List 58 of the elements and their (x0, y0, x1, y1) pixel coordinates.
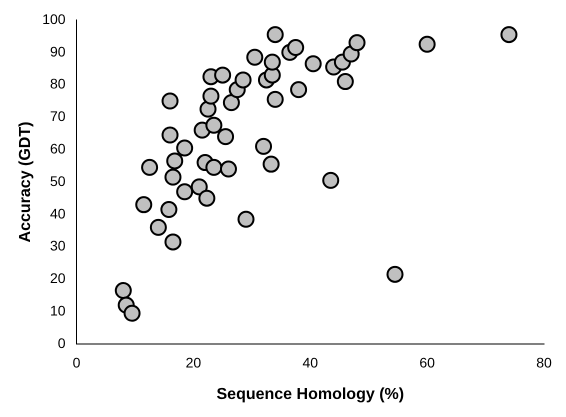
point (246, 48, 264, 66)
point (200, 100, 217, 118)
x-tick-label: 60 (419, 354, 436, 370)
y-tick-label: 60 (50, 140, 66, 156)
point (418, 36, 436, 53)
point (266, 90, 284, 108)
point (164, 168, 182, 186)
point (198, 190, 216, 207)
x-axis-title: Sequence Homology (%) (216, 386, 404, 403)
y-axis-title: Accuracy (GDT) (17, 122, 34, 242)
point (304, 55, 322, 72)
point (220, 160, 237, 178)
y-tick-label: 50 (50, 172, 66, 189)
y-tick-label: 80 (50, 76, 66, 92)
point (287, 39, 304, 56)
y-tick-label: 0 (58, 334, 66, 351)
y-tick-label: 20 (50, 270, 66, 286)
point (205, 116, 222, 134)
point (160, 201, 178, 218)
point (264, 54, 281, 71)
point (176, 183, 194, 200)
point (202, 88, 220, 105)
point (114, 282, 132, 300)
point (222, 94, 240, 112)
point (214, 66, 232, 84)
point (266, 26, 284, 44)
point (141, 158, 158, 176)
point (238, 210, 255, 228)
point (135, 196, 152, 214)
point (290, 81, 308, 98)
y-tick-label: 100 (42, 10, 66, 27)
point (205, 158, 222, 176)
x-tick-label: 40 (302, 354, 318, 370)
point (336, 73, 354, 90)
y-tick-label: 90 (50, 43, 66, 60)
x-tick-label: 80 (536, 354, 552, 370)
y-tick-label: 40 (50, 205, 66, 222)
point (386, 266, 404, 283)
y-tick-label: 30 (50, 238, 66, 254)
point (190, 178, 208, 196)
point (166, 152, 184, 170)
point (150, 218, 167, 236)
y-tick-label: 70 (50, 108, 66, 124)
point (124, 304, 141, 322)
y-tick-label: 10 (50, 302, 66, 318)
point (262, 156, 280, 173)
point (234, 71, 252, 88)
point (164, 233, 182, 250)
point (217, 128, 234, 146)
point (322, 172, 340, 189)
point (162, 126, 179, 144)
x-tick-label: 0 (72, 354, 81, 370)
point (348, 34, 366, 52)
point (162, 92, 179, 110)
x-tick-label: 20 (186, 354, 202, 370)
point (500, 26, 518, 44)
point (176, 139, 194, 156)
point (255, 138, 272, 155)
